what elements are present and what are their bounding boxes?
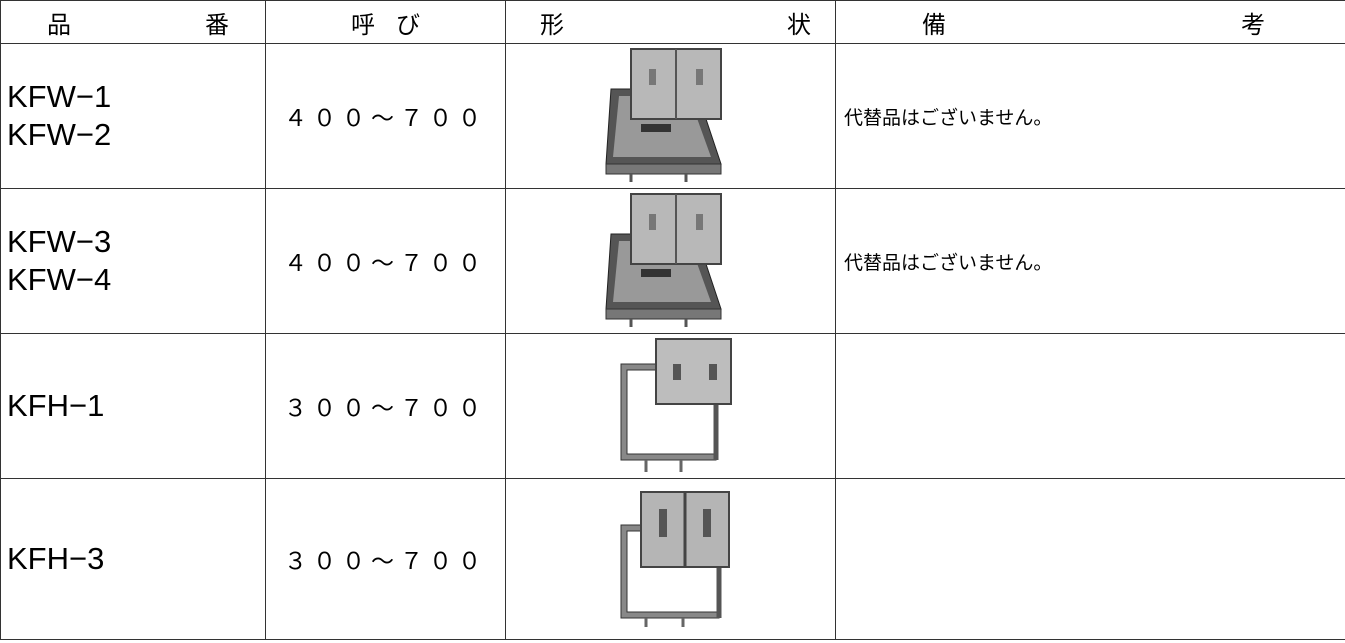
product-code: KFW−3 (7, 224, 112, 259)
code-cell: KFH−1 (0, 333, 266, 479)
product-image (620, 338, 732, 472)
code-cell: KFW−3 KFW−4 (0, 188, 266, 334)
note-cell (835, 478, 1345, 640)
table-body: KFW−1 KFW−2 ４００〜７００ 代替品はございません。 KFW−3 KFW−4 ４… (0, 43, 1345, 640)
shape-cell (505, 478, 836, 640)
product-image (604, 193, 722, 327)
shape-cell (505, 188, 836, 334)
table-row: KFW−1 KFW−2 ４００〜７００ 代替品はございません。 (0, 43, 1345, 189)
note-cell: 代替品はございません。 (835, 43, 1345, 189)
shape-cell (505, 333, 836, 479)
product-code: KFH−1 (7, 388, 105, 423)
product-code: KFW−1 (7, 79, 112, 114)
header-text: 備 考 (922, 10, 1265, 39)
size-cell: ３００〜７００ (265, 478, 506, 640)
product-image (604, 48, 722, 182)
product-code: KFH−3 (7, 541, 105, 576)
code-cell: KFH−3 (0, 478, 266, 640)
header-cell: 備 考 (835, 0, 1345, 44)
header-text: 形 状 (540, 10, 811, 39)
shape-cell (505, 43, 836, 189)
size-cell: ４００〜７００ (265, 43, 506, 189)
header-text: 呼 び (351, 10, 420, 39)
size-cell: ４００〜７００ (265, 188, 506, 334)
header-cell: 品 番 (0, 0, 266, 44)
header-cell: 形 状 (505, 0, 836, 44)
table-row: KFH−3 ３００〜７００ (0, 478, 1345, 640)
product-image (620, 491, 730, 627)
header-cell: 呼 び (265, 0, 506, 44)
table-row: KFW−3 KFW−4 ４００〜７００ 代替品はございません。 (0, 188, 1345, 334)
header-text: 品 番 (47, 10, 229, 39)
table-row: KFH−1 ３００〜７００ (0, 333, 1345, 479)
product-code: KFW−2 (7, 117, 112, 152)
note-cell (835, 333, 1345, 479)
size-cell: ３００〜７００ (265, 333, 506, 479)
product-code: KFW−4 (7, 262, 112, 297)
code-cell: KFW−1 KFW−2 (0, 43, 266, 189)
header-row: 品 番 呼 び 形 状 備 考 (0, 0, 1345, 44)
note-cell: 代替品はございません。 (835, 188, 1345, 334)
